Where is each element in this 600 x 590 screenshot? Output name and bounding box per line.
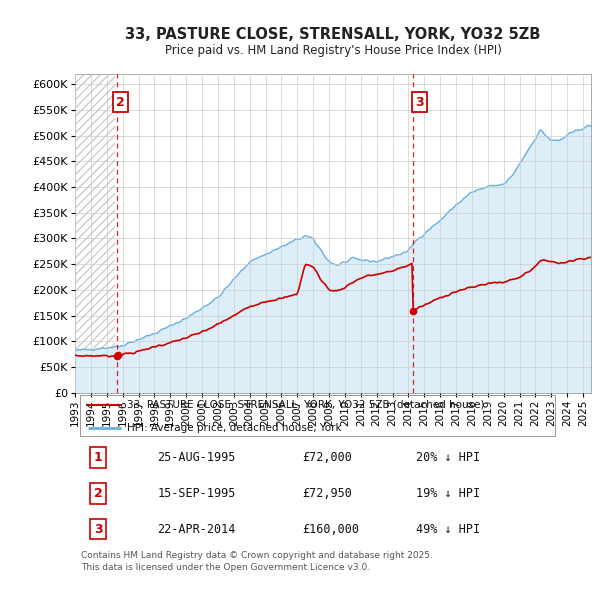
Text: 2: 2 [94,487,103,500]
Text: Contains HM Land Registry data © Crown copyright and database right 2025.
This d: Contains HM Land Registry data © Crown c… [81,551,433,572]
Text: 3: 3 [415,96,424,109]
Text: £72,000: £72,000 [302,451,352,464]
Text: 25-AUG-1995: 25-AUG-1995 [158,451,236,464]
Text: 49% ↓ HPI: 49% ↓ HPI [416,523,479,536]
Text: £160,000: £160,000 [302,523,359,536]
Text: 2: 2 [116,96,125,109]
Text: HPI: Average price, detached house, York: HPI: Average price, detached house, York [127,422,341,432]
Text: 1: 1 [94,451,103,464]
Text: Price paid vs. HM Land Registry's House Price Index (HPI): Price paid vs. HM Land Registry's House … [164,44,502,57]
Text: 19% ↓ HPI: 19% ↓ HPI [416,487,479,500]
Text: 3: 3 [94,523,103,536]
Text: £72,950: £72,950 [302,487,352,500]
Text: 33, PASTURE CLOSE, STRENSALL, YORK, YO32 5ZB: 33, PASTURE CLOSE, STRENSALL, YORK, YO32… [125,27,541,41]
Text: 22-APR-2014: 22-APR-2014 [158,523,236,536]
Text: 15-SEP-1995: 15-SEP-1995 [158,487,236,500]
Text: 20% ↓ HPI: 20% ↓ HPI [416,451,479,464]
Text: 33, PASTURE CLOSE, STRENSALL, YORK, YO32 5ZB (detached house): 33, PASTURE CLOSE, STRENSALL, YORK, YO32… [127,400,484,410]
